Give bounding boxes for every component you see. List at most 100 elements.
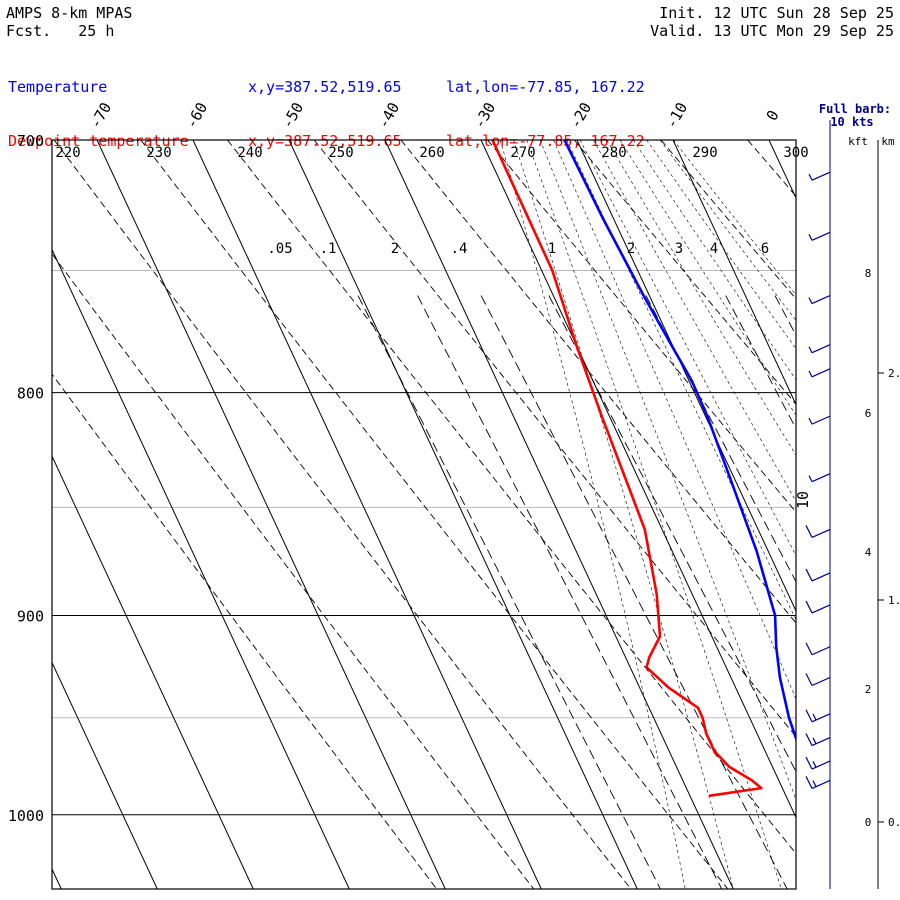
isotherm-label: 0 bbox=[763, 107, 783, 124]
km-label: km bbox=[881, 135, 895, 148]
isotherm bbox=[576, 140, 796, 613]
mixing-ratio-line bbox=[480, 295, 788, 889]
moist-adiabat bbox=[659, 140, 796, 321]
dry-adiabat-label: 230 bbox=[146, 145, 171, 161]
mixing-ratio-line bbox=[645, 295, 796, 583]
isotherm-label-extra: 10 bbox=[794, 491, 812, 509]
kft-tick-label: 2 bbox=[865, 683, 872, 696]
mixing-ratio-line bbox=[864, 296, 900, 889]
pressure-label: 900 bbox=[17, 607, 44, 625]
legend-dewpoint-xy: x,y=387.52,519.65 bbox=[248, 132, 402, 150]
mixing-ratio-line bbox=[811, 296, 900, 889]
mixing-ratio-line bbox=[725, 295, 796, 430]
isotherm bbox=[384, 140, 734, 889]
dry-adiabat bbox=[227, 140, 796, 855]
moist-adiabat bbox=[513, 140, 734, 889]
dry-adiabat bbox=[52, 253, 535, 889]
kft-tick-label: 8 bbox=[865, 267, 872, 280]
dry-adiabat bbox=[747, 140, 796, 197]
wind-barb bbox=[808, 344, 831, 354]
dry-adiabat-label: 290 bbox=[692, 145, 717, 161]
dry-adiabat-label: 270 bbox=[510, 145, 535, 161]
kft-tick-label: 4 bbox=[865, 546, 872, 559]
legend: Temperature x,y=387.52,519.65 lat,lon=-77.… bbox=[8, 42, 645, 168]
wind-barb bbox=[805, 568, 831, 582]
dry-adiabat bbox=[140, 140, 729, 889]
isotherm bbox=[192, 140, 542, 889]
mixing-ratio-label: 2 bbox=[391, 241, 399, 257]
isotherm-label: -50 bbox=[278, 99, 307, 131]
moist-adiabat bbox=[499, 140, 686, 889]
moist-adiabat bbox=[593, 140, 796, 503]
dry-adiabat-label: 220 bbox=[55, 145, 80, 161]
isotherm-label: -70 bbox=[86, 99, 115, 131]
isotherm bbox=[865, 140, 900, 889]
dry-adiabat bbox=[400, 140, 796, 624]
dry-adiabat bbox=[573, 140, 796, 405]
wind-barb bbox=[805, 600, 831, 614]
wind-barb bbox=[805, 525, 831, 539]
header-left: AMPS 8-km MPAS Fcst. 25 h bbox=[6, 4, 132, 40]
isotherm-label: -60 bbox=[182, 99, 211, 131]
wind-barb bbox=[805, 733, 831, 747]
wind-barb bbox=[808, 368, 831, 378]
wind-barb bbox=[805, 642, 831, 656]
isotherm bbox=[96, 140, 446, 889]
mixing-ratio-label: .4 bbox=[451, 241, 468, 257]
legend-dewpoint-name: Dewpoint temperature bbox=[8, 132, 189, 150]
pressure-label: 700 bbox=[17, 132, 44, 150]
mixing-ratio-label: .05 bbox=[267, 241, 292, 257]
isotherm bbox=[672, 140, 796, 406]
km-tick-label: 2. bbox=[888, 367, 900, 380]
legend-temperature-name: Temperature bbox=[8, 78, 108, 96]
legend-temperature-latlon: lat,lon=-77.85, 167.22 bbox=[446, 78, 645, 96]
km-tick-label: 0. bbox=[888, 816, 900, 829]
dry-adiabat-label: 250 bbox=[328, 145, 353, 161]
wind-barb bbox=[805, 756, 831, 770]
mixing-ratio-label: 1 bbox=[548, 241, 556, 257]
wind-barb bbox=[808, 415, 831, 425]
model-name: AMPS 8-km MPAS bbox=[6, 4, 133, 22]
mixing-ratio-label: 6 bbox=[761, 241, 769, 257]
wind-barb bbox=[805, 709, 831, 723]
dry-adiabat bbox=[487, 140, 796, 513]
isotherm-label: -10 bbox=[662, 99, 691, 131]
pressure-label: 1000 bbox=[8, 807, 44, 825]
wind-panel-title: Full barb: bbox=[819, 102, 891, 116]
moist-adiabat bbox=[619, 140, 796, 416]
isotherm bbox=[288, 140, 638, 889]
isotherm bbox=[52, 454, 254, 889]
moist-adiabat bbox=[539, 140, 796, 801]
mixing-ratio-line bbox=[774, 295, 796, 337]
wind-barb bbox=[808, 295, 831, 305]
pressure-label: 800 bbox=[17, 385, 44, 403]
plot-frame bbox=[51, 139, 797, 890]
legend-temperature-xy: x,y=387.52,519.65 bbox=[248, 78, 402, 96]
mixing-ratio-label: 4 bbox=[710, 241, 718, 257]
dry-adiabat-label: 240 bbox=[237, 145, 262, 161]
moist-adiabat bbox=[646, 140, 796, 349]
valid-label: Valid. bbox=[650, 22, 705, 40]
init-value: 12 UTC Sun 28 Sep 25 bbox=[713, 4, 894, 22]
dry-adiabat bbox=[660, 140, 796, 300]
init-label: Init. bbox=[659, 4, 705, 22]
moist-adiabat bbox=[606, 140, 796, 456]
dry-adiabat-label: 280 bbox=[601, 145, 626, 161]
wind-panel-subtitle: 10 kts bbox=[830, 115, 873, 129]
series-line-temperature bbox=[563, 140, 796, 743]
kft-tick-label: 0 bbox=[865, 816, 872, 829]
dry-adiabat bbox=[313, 140, 796, 738]
fcst-label: Fcst. bbox=[6, 22, 52, 40]
moist-adiabat bbox=[673, 140, 796, 296]
mixing-ratio-line bbox=[357, 295, 661, 889]
fcst-value: 25 h bbox=[78, 22, 115, 40]
moist-adiabat bbox=[526, 140, 782, 889]
wind-barb bbox=[808, 473, 831, 483]
legend-dewpoint: Dewpoint temperature x,y=387.52,519.65 lat… bbox=[8, 132, 645, 150]
isotherm bbox=[480, 140, 796, 819]
dry-adiabat bbox=[53, 140, 632, 889]
isotherm bbox=[768, 140, 796, 200]
kft-label: kft bbox=[848, 135, 868, 148]
valid-value: 13 UTC Mon 29 Sep 25 bbox=[713, 22, 894, 40]
